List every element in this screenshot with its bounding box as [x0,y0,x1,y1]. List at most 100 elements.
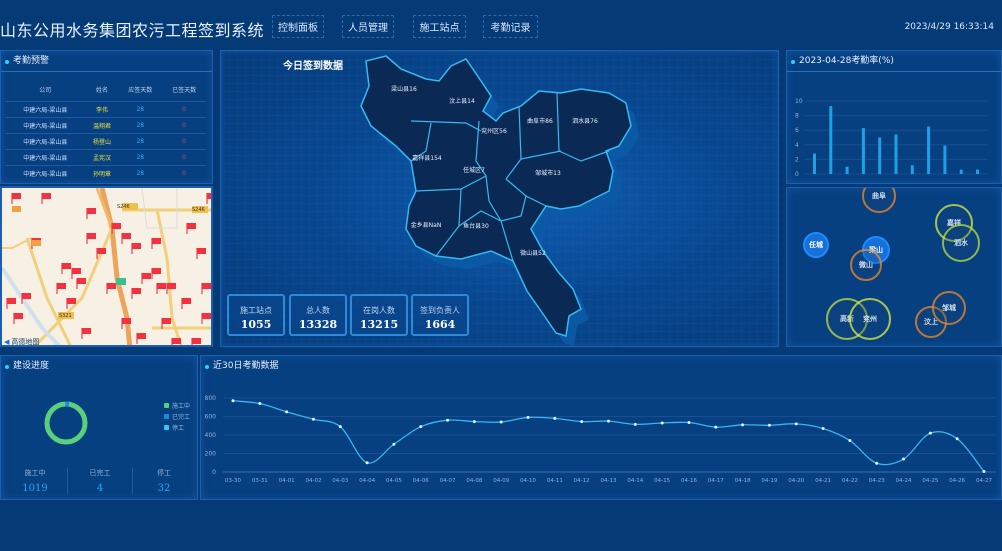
site-flag-icon[interactable] [186,223,196,234]
table-row[interactable]: 中建六局-梁山县 孙明章 28 0 [5,164,206,181]
bubble-曲阜[interactable]: 曲阜 [862,188,896,213]
bar[interactable] [927,126,931,174]
region-label[interactable]: 曲阜市86 [527,117,553,125]
site-flag-icon[interactable] [66,298,76,309]
data-point[interactable] [633,422,637,426]
site-flag-icon[interactable] [151,268,161,279]
table-row[interactable]: 中建六局-梁山县 温翔君 28 0 [5,116,206,133]
site-flag-icon[interactable] [201,313,211,324]
data-point[interactable] [687,421,691,425]
region-label[interactable]: 邹城市13 [535,169,561,177]
data-point[interactable] [580,420,584,424]
site-flag-icon[interactable] [32,240,41,246]
data-point[interactable] [338,425,342,429]
bubble-高新[interactable]: 高新 [826,298,868,340]
site-flag-icon[interactable] [136,333,146,344]
site-flag-icon[interactable] [131,243,141,254]
region-label[interactable]: 鱼台县30 [463,222,489,230]
nav-dashboard[interactable]: 控制面板 [272,15,324,38]
region-label[interactable]: 梁山县16 [391,85,417,93]
bar[interactable] [976,169,979,174]
data-point[interactable] [607,419,610,423]
data-point[interactable] [660,421,664,425]
site-flag-icon[interactable] [131,288,141,299]
site-flag-icon[interactable] [61,263,71,274]
site-flag-icon[interactable] [166,283,176,294]
bar[interactable] [829,106,833,174]
site-flag-icon[interactable] [156,283,166,294]
table-row[interactable]: 中建六局-梁山县 李伟 28 0 [5,100,206,117]
region-label[interactable]: 泗水县76 [572,117,598,125]
bubble-微山[interactable]: 微山 [850,249,882,281]
legend-item[interactable]: 施工中 [164,400,190,411]
site-flag-icon[interactable] [121,318,131,329]
site-flag-icon[interactable] [141,273,151,284]
site-flag-icon[interactable] [56,283,66,294]
site-flag-icon[interactable] [206,193,213,204]
data-point[interactable] [365,461,369,465]
bubble-汶上[interactable]: 汶上 [915,306,947,338]
region-label[interactable]: 任城区7 [463,166,485,174]
site-flag-icon[interactable] [111,223,121,234]
site-flag-icon[interactable] [121,233,131,244]
bar[interactable] [861,128,865,174]
region-label[interactable]: 嘉祥县154 [412,154,442,162]
bar[interactable] [878,137,882,175]
site-flag-icon[interactable] [151,238,161,249]
site-flag-icon[interactable] [71,268,81,279]
region-label[interactable]: 金乡县NaN [411,221,442,229]
site-flag-icon[interactable] [161,318,171,329]
site-flag-icon[interactable] [76,278,86,289]
data-point[interactable] [419,425,423,429]
data-point[interactable] [902,457,906,461]
data-point[interactable] [875,461,879,465]
site-flag-icon[interactable] [181,298,191,309]
site-flag-icon[interactable] [86,233,96,244]
data-point[interactable] [928,431,932,435]
data-point[interactable] [526,415,530,419]
data-point[interactable] [499,420,503,424]
region-label[interactable]: 汶上县14 [449,97,475,105]
site-flag-icon[interactable] [201,283,211,294]
table-row[interactable]: 中建六局-梁山县 杨登山 28 0 [5,132,206,149]
legend-item[interactable]: 停工 [164,422,190,433]
table-row[interactable]: 中建六局-梁山县 孟宪汉 28 0 [5,148,206,165]
data-point[interactable] [258,402,262,406]
data-point[interactable] [767,423,771,427]
data-point[interactable] [472,420,476,424]
data-point[interactable] [231,399,235,403]
site-flag-icon[interactable] [12,206,21,212]
site-flag-icon[interactable] [13,313,23,324]
region-label[interactable]: 微山县52 [520,249,546,257]
data-point[interactable] [553,416,557,420]
site-flag-icon[interactable] [106,283,116,294]
data-point[interactable] [982,470,986,474]
bubble-兖州[interactable]: 兖州 [849,298,891,340]
data-point[interactable] [392,442,396,446]
nav-attendance[interactable]: 考勤记录 [483,15,538,38]
nav-personnel[interactable]: 人员管理 [342,15,394,38]
bubble-梁山[interactable]: 梁山 [862,236,890,264]
site-flag-icon[interactable] [86,208,96,219]
site-flag-icon[interactable] [191,338,201,347]
nav-sites[interactable]: 施工站点 [413,15,466,38]
site-flag-icon[interactable] [41,193,51,204]
site-flag-icon[interactable] [6,298,16,309]
data-point[interactable] [821,427,825,431]
bar[interactable] [959,169,963,174]
data-point[interactable] [794,422,798,426]
bubble-邹城[interactable]: 邹城 [932,291,966,325]
data-point[interactable] [714,425,718,429]
site-flag-icon[interactable] [21,293,31,304]
bubble-任城[interactable]: 任城 [803,232,829,258]
data-point[interactable] [285,410,289,414]
data-point[interactable] [848,439,852,443]
bubble-泗水[interactable]: 泗水 [942,224,980,262]
data-point[interactable] [955,437,959,441]
data-point[interactable] [311,417,315,421]
site-flag-icon[interactable] [11,193,21,204]
bar[interactable] [845,166,849,174]
bar[interactable] [910,165,914,174]
bubble-嘉祥[interactable]: 嘉祥 [935,204,973,242]
bar[interactable] [894,134,898,174]
